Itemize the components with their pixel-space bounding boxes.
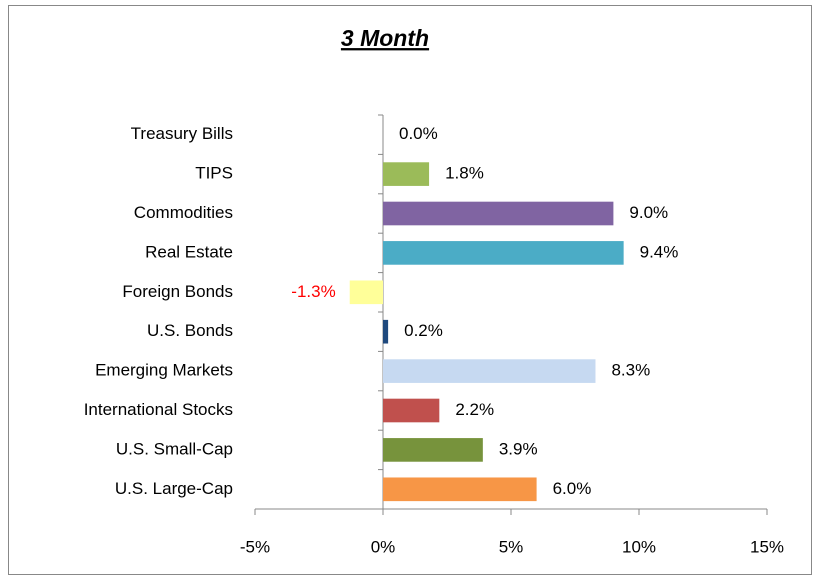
value-label: 6.0% bbox=[553, 479, 592, 498]
value-label: 9.0% bbox=[629, 203, 668, 222]
value-label: 8.3% bbox=[611, 361, 650, 380]
bar bbox=[383, 319, 389, 344]
x-tick-label: 5% bbox=[499, 537, 524, 556]
bar bbox=[383, 438, 483, 462]
bar bbox=[383, 241, 624, 265]
y-tick-label: U.S. Large-Cap bbox=[115, 479, 233, 498]
y-tick-label: TIPS bbox=[195, 164, 233, 183]
value-label: -1.3% bbox=[291, 282, 335, 301]
y-tick-label: Emerging Markets bbox=[95, 361, 233, 380]
x-tick-label: 10% bbox=[622, 537, 656, 556]
bar bbox=[383, 398, 440, 423]
y-tick-label: U.S. Bonds bbox=[147, 321, 233, 340]
x-tick-label: 0% bbox=[371, 537, 396, 556]
value-label: 1.8% bbox=[445, 164, 484, 183]
bar bbox=[349, 280, 383, 305]
chart-title: 3 Month bbox=[341, 25, 429, 51]
bar bbox=[383, 162, 430, 186]
y-tick-label: Foreign Bonds bbox=[122, 282, 233, 301]
value-label: 9.4% bbox=[640, 242, 679, 261]
y-tick-label: U.S. Small-Cap bbox=[116, 439, 233, 458]
bar bbox=[383, 201, 614, 226]
value-label: 2.2% bbox=[455, 400, 494, 419]
value-label: 3.9% bbox=[499, 439, 538, 458]
value-label: 0.0% bbox=[399, 124, 438, 143]
y-tick-label: International Stocks bbox=[84, 400, 233, 419]
bar bbox=[383, 477, 537, 502]
x-tick-label: 15% bbox=[750, 537, 784, 556]
x-tick-label: -5% bbox=[240, 537, 270, 556]
y-tick-label: Commodities bbox=[134, 203, 233, 222]
bar bbox=[383, 359, 596, 383]
value-label: 0.2% bbox=[404, 321, 443, 340]
y-tick-label: Real Estate bbox=[145, 242, 233, 261]
y-tick-label: Treasury Bills bbox=[131, 124, 233, 143]
